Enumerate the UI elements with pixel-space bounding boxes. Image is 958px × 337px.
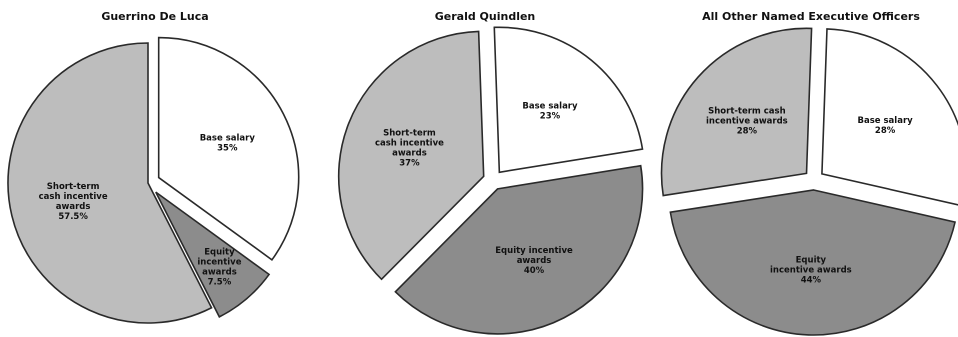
chart-title: All Other Named Executive Officers — [702, 10, 920, 23]
slice-label: awards — [392, 148, 427, 158]
slice-label: 28% — [875, 126, 896, 136]
pie-svg: Base salary35%Equityincentiveawards7.5%S… — [7, 36, 300, 324]
slice-label: Equity — [796, 256, 827, 266]
slice-label: Equity — [204, 248, 235, 258]
pie-slice-short-term-cash-incentive-awards — [660, 27, 813, 197]
chart-title: Gerald Quindlen — [434, 10, 536, 23]
slice-label: Equity incentive — [495, 246, 573, 256]
slice-label: incentive awards — [770, 266, 852, 276]
slice-label: awards — [56, 202, 91, 212]
slice-label: Base salary — [522, 102, 578, 112]
slice-label: incentive awards — [706, 116, 788, 126]
slice-label: 28% — [737, 126, 758, 136]
slice-label: 23% — [540, 112, 561, 122]
slice-label: Short-term — [383, 128, 436, 138]
slice-label: 37% — [399, 158, 420, 168]
pie-chart-2: Gerald Quindlen Base salary 23% Equity inc… — [325, 0, 645, 337]
slice-label: Short-term cash — [708, 106, 786, 116]
pie-slice-equity-incentive-awards — [669, 189, 957, 336]
pie-slice-equity-incentive-awards — [394, 164, 644, 335]
slice-label: cash incentive — [39, 192, 108, 202]
chart-title: Guerrino De Luca — [101, 10, 209, 23]
pie-slice-base-salary — [493, 26, 644, 174]
pie-chart-3: All Other Named Executive Officers Base … — [660, 0, 958, 337]
pie-slice-base-salary — [157, 36, 300, 261]
slice-label: 57.5% — [58, 212, 88, 222]
pie-chart-1: Guerrino De Luca Base salary 35% Equity inc… — [0, 0, 310, 337]
slice-label: 35% — [217, 144, 238, 154]
pie-slice-base-salary — [821, 28, 958, 206]
slice-label: awards — [202, 268, 237, 278]
slice-label: incentive — [197, 258, 241, 268]
slice-label: 44% — [801, 276, 822, 286]
pie-slice-short-term-cash-incentive-awards — [337, 30, 485, 281]
slice-label: awards — [517, 256, 552, 266]
pie-slice-equity-incentive-awards — [155, 191, 271, 318]
slice-label: cash incentive — [375, 138, 444, 148]
slice-label: Base salary — [858, 116, 914, 126]
pie-slice-short-term-cash-incentive-awards — [7, 42, 213, 324]
slice-label: Short-term — [47, 182, 100, 192]
slice-label: 7.5% — [208, 278, 232, 288]
slice-label: Base salary — [200, 134, 256, 144]
slice-label: 40% — [524, 266, 545, 276]
